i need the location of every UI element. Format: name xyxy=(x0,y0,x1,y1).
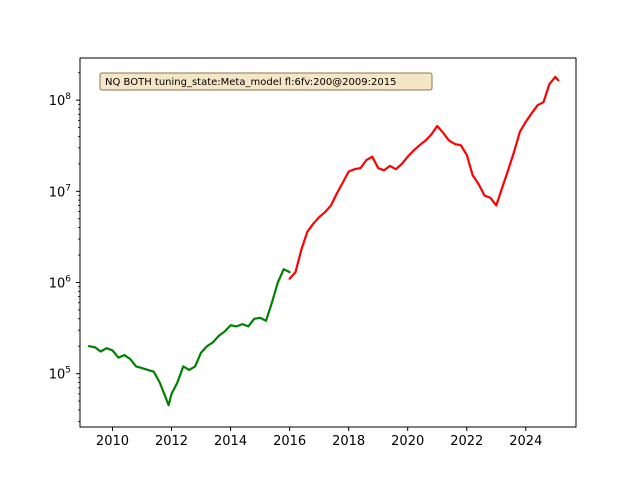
x-tick-label: 2012 xyxy=(155,434,188,449)
x-tick-label: 2010 xyxy=(96,434,129,449)
x-axis: 2010 2012 2014 2016 2018 2020 2022 2024 xyxy=(96,427,542,449)
annotation-box: NQ BOTH tuning_state:Meta_model fl:6fv:2… xyxy=(99,72,433,91)
annotation-text: NQ BOTH tuning_state:Meta_model fl:6fv:2… xyxy=(105,77,396,88)
annotation-background xyxy=(99,72,433,91)
series-line-2 xyxy=(288,75,560,280)
x-tick-label: 2014 xyxy=(214,434,247,449)
plot-frame xyxy=(79,57,577,428)
x-tick-label: 2016 xyxy=(273,434,306,449)
x-tick-label: 2022 xyxy=(450,434,483,449)
x-tick-label: 2018 xyxy=(332,434,365,449)
x-tick-label: 2020 xyxy=(391,434,424,449)
series-line-1 xyxy=(87,268,291,407)
series-layer xyxy=(87,75,560,407)
x-tick-label: 2024 xyxy=(509,434,542,449)
